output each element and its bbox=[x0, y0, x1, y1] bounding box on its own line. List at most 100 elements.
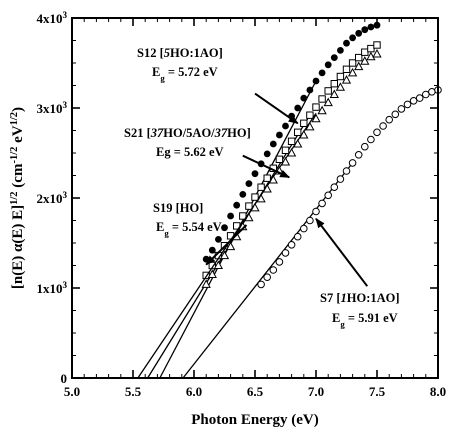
data-point bbox=[336, 72, 345, 81]
data-point bbox=[207, 269, 217, 278]
data-point bbox=[268, 174, 278, 184]
annotation-sample-label: S12 [5HO:1AO] bbox=[137, 46, 223, 60]
data-point bbox=[269, 266, 278, 274]
data-point bbox=[335, 82, 346, 91]
data-point bbox=[329, 89, 339, 98]
y-tick-label: 1x103 bbox=[36, 280, 67, 296]
y-tick-label: 3x103 bbox=[36, 100, 67, 116]
data-point bbox=[360, 56, 370, 65]
data-point bbox=[343, 39, 350, 47]
data-point bbox=[251, 193, 259, 201]
data-point bbox=[311, 113, 321, 123]
data-point bbox=[256, 193, 266, 203]
data-point bbox=[355, 53, 363, 62]
fit-line bbox=[137, 113, 317, 379]
data-point bbox=[275, 155, 284, 164]
plot-content bbox=[137, 21, 442, 379]
data-point bbox=[287, 241, 296, 249]
data-point bbox=[372, 48, 382, 58]
data-point bbox=[221, 224, 228, 232]
data-point bbox=[281, 249, 290, 257]
data-point bbox=[245, 202, 253, 210]
data-point bbox=[324, 87, 332, 95]
data-point bbox=[403, 100, 412, 109]
data-point bbox=[361, 26, 369, 34]
data-point bbox=[251, 170, 259, 178]
data-point bbox=[415, 94, 424, 102]
data-point bbox=[317, 105, 327, 115]
data-point bbox=[293, 232, 302, 241]
data-point bbox=[312, 77, 320, 85]
data-point bbox=[306, 111, 314, 119]
data-point bbox=[299, 129, 309, 139]
data-point bbox=[257, 183, 265, 191]
data-point bbox=[318, 95, 326, 103]
data-point bbox=[294, 128, 302, 137]
series-0 bbox=[159, 21, 381, 379]
data-point bbox=[428, 88, 436, 96]
annotation-arrow bbox=[205, 224, 248, 266]
data-point bbox=[305, 121, 315, 131]
data-point bbox=[312, 103, 320, 111]
data-point bbox=[367, 44, 375, 53]
data-point bbox=[373, 128, 381, 137]
data-point bbox=[239, 191, 247, 198]
fit-line bbox=[182, 162, 354, 379]
data-point bbox=[391, 110, 400, 119]
x-axis-ticks: 5.0 5.5 6.0 6.5 7.0 7.5 8.0 bbox=[64, 18, 446, 399]
data-point bbox=[257, 280, 265, 289]
data-point bbox=[280, 156, 291, 166]
annotation-1: S21 [37HO/5AO/37HO] Eg = 5.62 eV bbox=[124, 126, 291, 179]
data-point bbox=[300, 119, 308, 127]
x-tick-label: 5.5 bbox=[125, 384, 142, 399]
y-tick-label: 2x103 bbox=[36, 190, 67, 206]
data-point bbox=[239, 212, 247, 220]
data-point bbox=[213, 260, 224, 269]
y-axis-ticks: 0 1x103 2x103 3x103 4x103 bbox=[36, 10, 438, 386]
y-tick-label: 4x103 bbox=[36, 10, 67, 26]
data-point bbox=[306, 86, 314, 94]
data-point bbox=[330, 80, 339, 88]
y-axis-title: [n(E) α(E) E]1/2 (cm-1/2 eV1/2) bbox=[9, 107, 27, 289]
data-point bbox=[422, 90, 430, 99]
data-point bbox=[276, 131, 283, 139]
annotation-3: S7 [1HO:1AO] Eg = 5.91 eV bbox=[315, 217, 400, 329]
data-point bbox=[347, 67, 358, 77]
data-point bbox=[324, 191, 333, 200]
data-point bbox=[215, 236, 222, 243]
x-tick-label: 7.0 bbox=[308, 384, 324, 399]
data-point bbox=[300, 94, 308, 102]
data-point bbox=[293, 138, 303, 148]
data-point bbox=[227, 212, 235, 220]
data-point bbox=[355, 29, 363, 37]
data-point bbox=[336, 175, 345, 183]
data-point bbox=[318, 199, 326, 208]
annotation-gap-label: Eg = 5.91 eV bbox=[332, 311, 398, 329]
data-point bbox=[262, 183, 272, 193]
data-point bbox=[367, 135, 375, 144]
data-point bbox=[250, 202, 260, 212]
data-point bbox=[323, 97, 333, 107]
data-point bbox=[286, 147, 297, 157]
data-point bbox=[287, 137, 296, 146]
data-point bbox=[409, 97, 418, 105]
annotations: S12 [5HO:1AO] Eg = 5.72 eV S21 [37HO/5AO/3… bbox=[124, 46, 400, 329]
data-point bbox=[318, 69, 326, 77]
data-point bbox=[263, 174, 271, 182]
data-point bbox=[208, 246, 216, 254]
data-point bbox=[324, 61, 332, 69]
data-point bbox=[342, 167, 351, 175]
data-point bbox=[245, 180, 253, 188]
x-tick-label: 7.5 bbox=[369, 384, 386, 399]
annotation-2: S19 [HO] Eg = 5.54 eV bbox=[153, 201, 248, 266]
annotation-gap-label: Eg = 5.54 eV bbox=[156, 220, 222, 238]
data-point bbox=[337, 47, 344, 54]
data-point bbox=[367, 23, 375, 31]
data-point bbox=[354, 61, 364, 71]
data-point bbox=[263, 150, 271, 158]
data-point bbox=[366, 51, 376, 61]
data-point bbox=[361, 48, 369, 56]
data-point bbox=[282, 122, 289, 130]
annotation-gap-label: Eg = 5.72 eV bbox=[152, 65, 218, 83]
